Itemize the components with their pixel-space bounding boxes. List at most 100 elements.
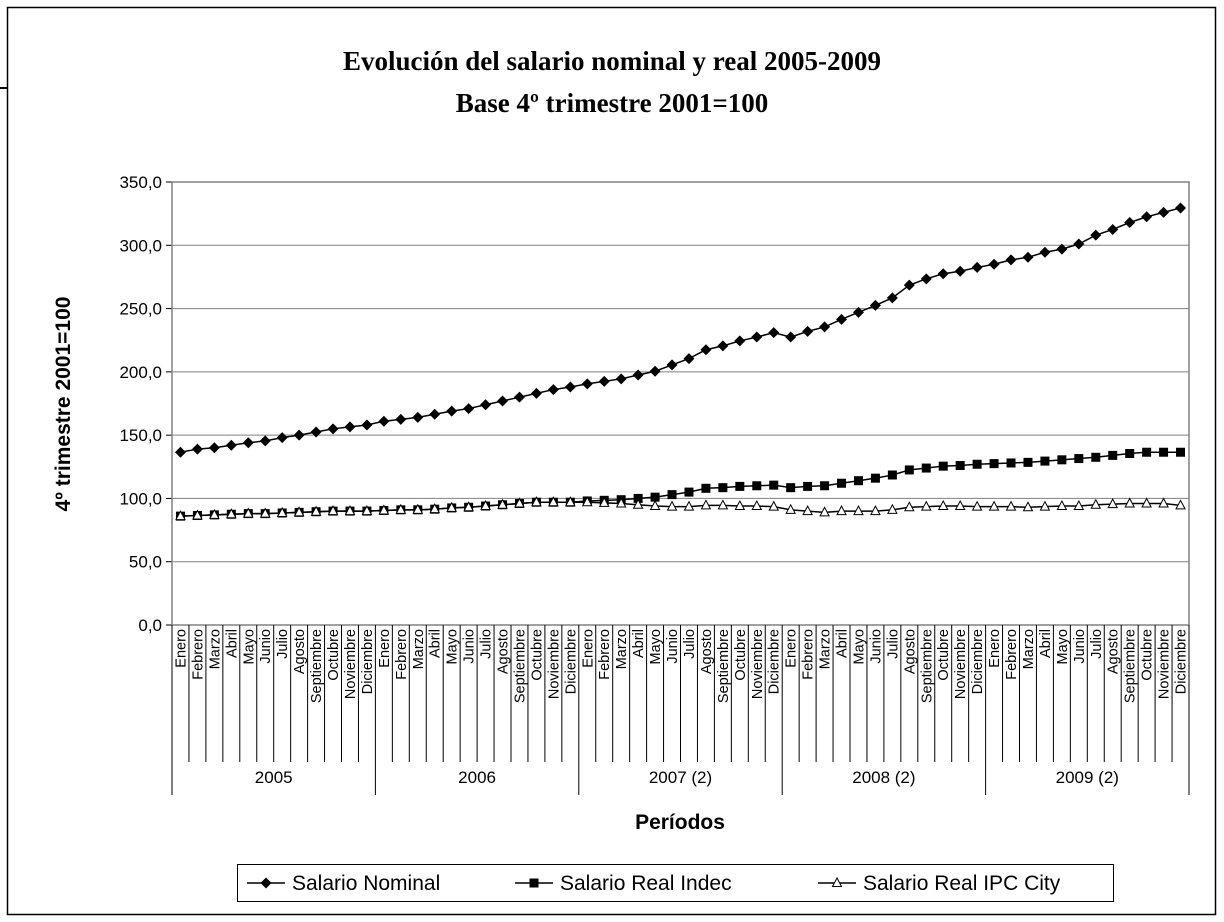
data-point: [293, 429, 305, 441]
data-point: [191, 443, 203, 455]
data-point: [547, 384, 559, 396]
x-axis-label: Períodos: [635, 811, 725, 834]
data-point: [886, 292, 898, 304]
data-point: [785, 503, 797, 514]
data-point: [887, 503, 898, 514]
y-tick-label: 50,0: [129, 553, 162, 572]
data-point: [700, 499, 712, 510]
data-point: [836, 505, 847, 516]
x-tick-label: Septiembre: [512, 629, 528, 703]
data-point: [768, 500, 780, 511]
data-point: [921, 463, 931, 473]
x-tick-label: Noviembre: [546, 629, 562, 699]
data-point: [497, 395, 509, 407]
data-point: [988, 258, 1000, 270]
data-point: [310, 426, 322, 438]
legend: [237, 864, 1114, 902]
data-point: [293, 506, 305, 517]
data-point: [937, 268, 949, 280]
data-point: [463, 501, 474, 512]
data-point: [819, 506, 830, 517]
x-tick-label: Agosto: [699, 629, 715, 674]
data-point: [429, 408, 441, 420]
data-point: [598, 375, 610, 387]
data-point: [700, 344, 712, 356]
data-point: [1090, 229, 1102, 241]
data-point: [937, 499, 949, 511]
x-tick-label: Enero: [377, 629, 393, 668]
data-point: [870, 505, 881, 516]
x-tick-label: Mayo: [851, 629, 867, 664]
data-point: [938, 461, 948, 471]
x-tick-label: Agosto: [1106, 629, 1122, 674]
data-point: [1090, 498, 1102, 509]
group-label: 2007 (2): [649, 768, 712, 787]
x-tick-label: Septiembre: [1123, 629, 1139, 703]
data-point: [988, 500, 1000, 511]
data-point: [971, 500, 983, 511]
data-point: [1023, 457, 1033, 467]
y-tick-label: 350,0: [119, 173, 162, 192]
x-tick-label: Noviembre: [953, 629, 969, 699]
data-point: [1107, 498, 1119, 509]
data-point: [378, 415, 390, 427]
data-point: [971, 261, 983, 273]
x-tick-label: Mayo: [445, 629, 461, 664]
data-point: [1073, 238, 1085, 250]
x-tick-label: Mayo: [241, 629, 257, 664]
x-tick-label: Junio: [462, 629, 478, 664]
data-point: [1074, 454, 1084, 464]
data-point: [903, 279, 915, 291]
data-point: [344, 505, 356, 516]
data-point: [1124, 497, 1136, 508]
x-tick-label: Octubre: [1140, 629, 1156, 681]
data-point: [564, 381, 576, 393]
data-point: [1039, 500, 1051, 511]
data-point: [344, 421, 356, 433]
data-point: [463, 403, 475, 415]
group-label: 2005: [255, 768, 293, 787]
data-point: [361, 419, 373, 431]
data-point: [1142, 447, 1152, 457]
data-point: [497, 498, 508, 509]
x-tick-label: Julio: [275, 629, 291, 659]
x-tick-label: Enero: [580, 629, 596, 668]
x-tick-label: Noviembre: [1157, 629, 1173, 699]
data-point: [870, 473, 880, 483]
data-point: [650, 492, 660, 502]
data-point: [276, 506, 288, 517]
y-tick-label: 300,0: [119, 236, 162, 255]
data-point: [752, 481, 762, 491]
x-tick-label: Diciembre: [360, 629, 376, 694]
chart-title: Evolución del salario nominal y real 200…: [343, 46, 881, 76]
data-point: [581, 378, 593, 390]
legend-marker: [529, 878, 539, 888]
data-point: [1125, 448, 1135, 458]
x-tick-label: Julio: [682, 629, 698, 659]
x-tick-label: Febrero: [394, 629, 410, 680]
y-tick-label: 200,0: [119, 363, 162, 382]
data-point: [446, 501, 458, 512]
x-tick-label: Diciembre: [1174, 629, 1190, 694]
data-point: [1040, 456, 1050, 466]
x-tick-label: Febrero: [597, 629, 613, 680]
data-point: [903, 501, 915, 512]
x-tick-label: Octubre: [936, 629, 952, 681]
legend-label: Salario Nominal: [292, 872, 440, 895]
x-tick-label: Diciembre: [767, 629, 783, 694]
data-point: [1175, 499, 1186, 510]
x-tick-label: Diciembre: [970, 629, 986, 694]
data-point: [887, 470, 897, 480]
data-point: [717, 340, 729, 352]
data-point: [717, 499, 729, 510]
data-point: [1022, 501, 1034, 512]
legend-marker: [831, 876, 843, 887]
data-point: [514, 497, 525, 508]
data-point: [1039, 246, 1051, 258]
data-point: [1056, 499, 1068, 511]
x-tick-label: Marzo: [411, 629, 427, 669]
data-point: [615, 373, 627, 385]
data-point: [395, 503, 407, 514]
x-tick-label: Octubre: [733, 629, 749, 681]
data-point: [802, 505, 813, 516]
